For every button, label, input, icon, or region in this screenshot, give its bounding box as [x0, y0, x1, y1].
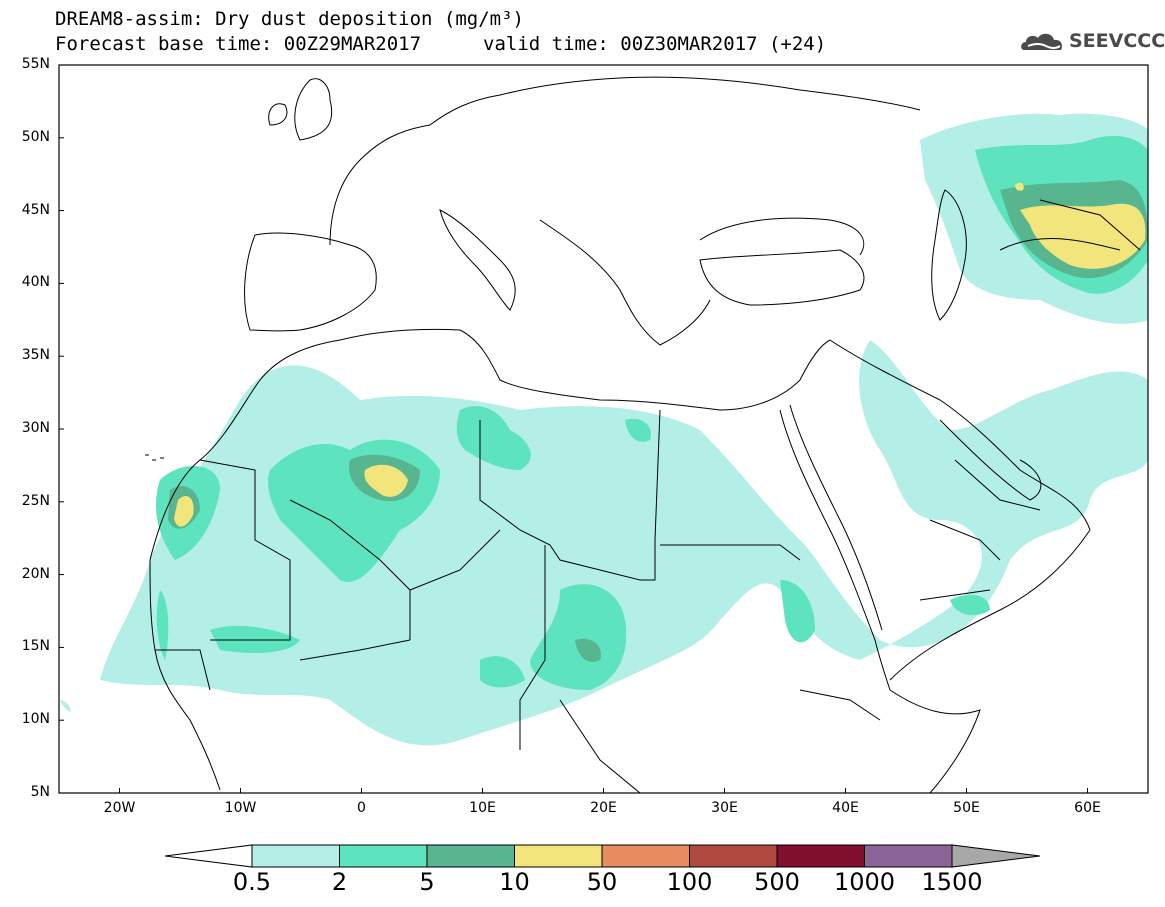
axis-ticks [59, 64, 1088, 794]
dust-shading [60, 113, 1148, 746]
colorbar-box [601, 844, 690, 868]
colorbar-level-label: 100 [666, 868, 713, 896]
lat-label: 15N [21, 638, 50, 655]
lat-label: 40N [21, 274, 50, 291]
colorbar-box [426, 844, 515, 868]
lon-label: 60E [1074, 800, 1101, 816]
colorbar-under-triangle [164, 844, 253, 868]
logo-text: SEEVCCC [1069, 30, 1165, 52]
lat-label: 30N [21, 420, 50, 436]
colorbar-level-label: 10 [499, 868, 530, 896]
lon-label: 10E [469, 800, 496, 816]
seevccc-cloud-logo-icon [1021, 33, 1063, 50]
colorbar-box [514, 844, 603, 868]
lon-label: 30E [711, 800, 738, 816]
lon-label: 0 [357, 800, 366, 816]
forecast-base-time: Forecast base time: 00Z29MAR2017 [55, 33, 422, 55]
lat-label: 45N [21, 201, 50, 218]
lat-label: 50N [21, 128, 50, 145]
lat-label: 55N [21, 56, 50, 72]
lat-label: 35N [21, 347, 50, 364]
colorbar-level-label: 1000 [833, 868, 896, 896]
colorbar-level-label: 500 [754, 868, 800, 896]
colorbar-box [339, 844, 428, 868]
lon-label: 40E [832, 800, 859, 816]
colorbar-box [689, 844, 778, 868]
map-title: DREAM8-assim: Dry dust deposition (mg/m³… [55, 8, 524, 30]
lat-label: 20N [21, 565, 50, 582]
colorbar-level-label: 50 [586, 868, 618, 896]
colorbar-level-label: 1500 [921, 868, 983, 896]
colorbar-box [776, 844, 865, 868]
colorbar-box [864, 844, 953, 868]
lat-label: 5N [30, 784, 50, 800]
colorbar-box [251, 844, 340, 868]
lon-label: 10W [224, 800, 257, 816]
coastlines-borders [145, 76, 1141, 793]
lat-label: 10N [21, 711, 50, 728]
lon-label: 20W [103, 800, 136, 816]
colorbar-level-label: 0.5 [232, 868, 272, 896]
valid-time: valid time: 00Z30MAR2017 (+24) [483, 33, 827, 55]
lon-label: 20E [590, 800, 617, 816]
colorbar-level-label: 5 [419, 868, 435, 896]
colorbar-over-triangle [951, 844, 1041, 868]
lat-label: 25N [21, 492, 50, 509]
colorbar-level-label: 2 [331, 868, 348, 896]
lon-label: 50E [953, 800, 980, 816]
